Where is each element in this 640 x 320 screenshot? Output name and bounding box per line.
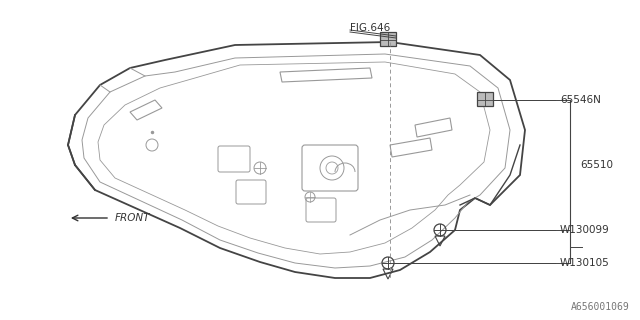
Text: A656001069: A656001069 [572,302,630,312]
Text: 65510: 65510 [580,160,613,170]
Text: FIG.646: FIG.646 [350,23,390,33]
Text: W130099: W130099 [560,225,610,235]
Text: W130105: W130105 [560,258,610,268]
Bar [477,92,493,106]
Bar [380,32,396,46]
Text: 65546N: 65546N [560,95,601,105]
Text: FRONT: FRONT [115,213,150,223]
